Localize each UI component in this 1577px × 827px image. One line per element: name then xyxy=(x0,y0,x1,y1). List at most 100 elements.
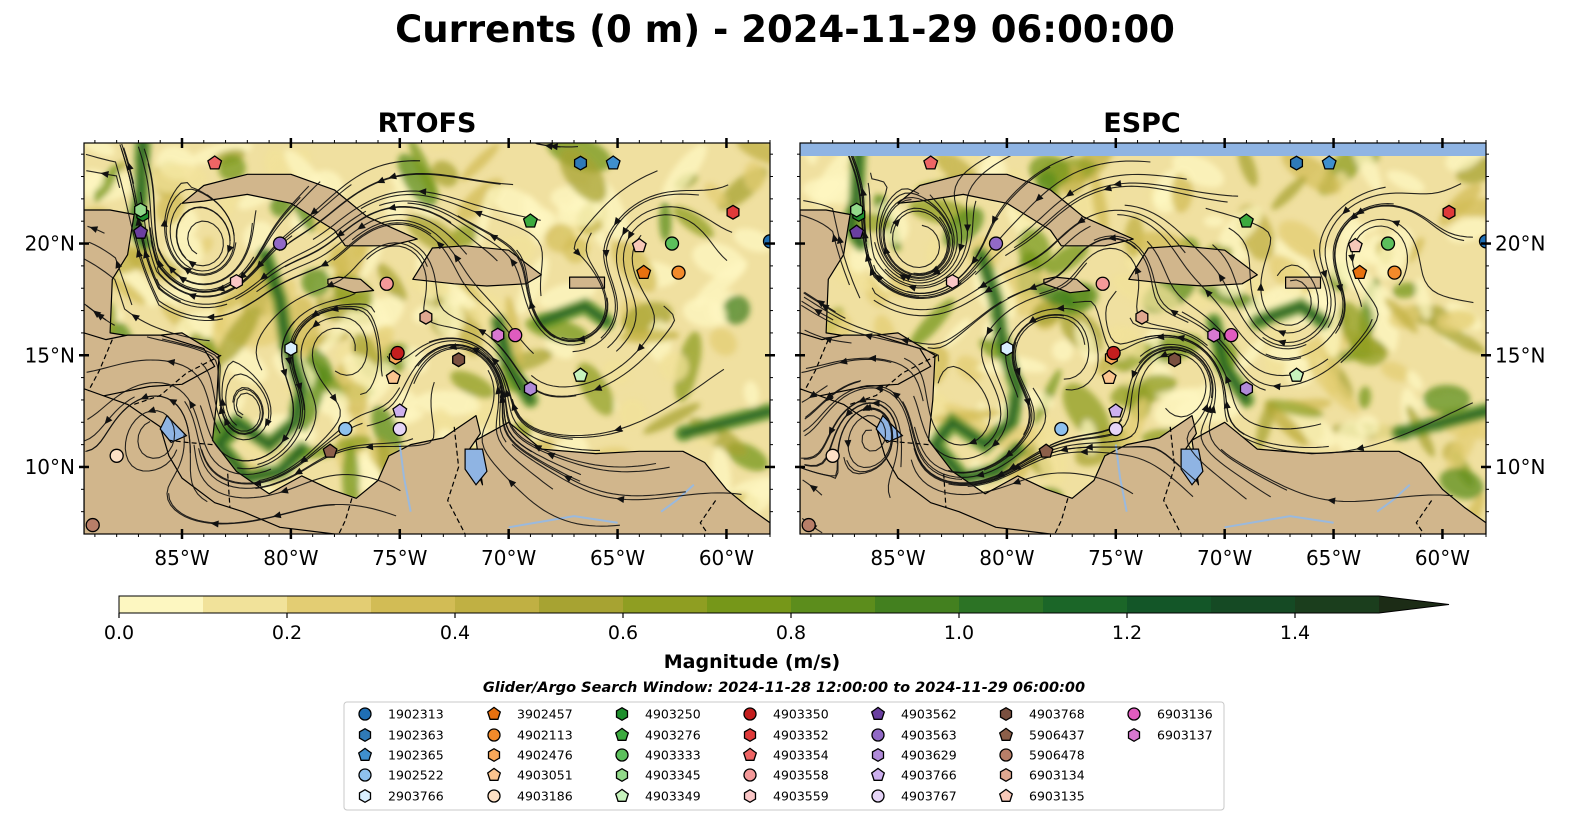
streamline-arrow xyxy=(823,336,833,344)
streamline-arrow xyxy=(1327,497,1336,505)
float-marker-4903186 xyxy=(109,448,124,463)
float-marker-4903563 xyxy=(988,236,1004,251)
panel-espc: ESPC 85°W 80°W 75°W 70°W 65°W 60°W 10°N 15°N 20°… xyxy=(795,108,1545,570)
magnitude-patch xyxy=(943,318,971,348)
streamline-arrow xyxy=(1028,283,1038,290)
streamline-arrow xyxy=(1355,444,1365,452)
missing-data-band xyxy=(800,143,1486,156)
magnitude-patch xyxy=(1080,419,1098,455)
streamline-arrow xyxy=(868,354,877,362)
magnitude-patch xyxy=(93,164,119,202)
streamline-arrow xyxy=(1225,375,1232,384)
streamline-arrow xyxy=(1320,269,1328,279)
float-marker-4903629 xyxy=(1239,381,1254,397)
float-marker-6903134 xyxy=(419,309,433,325)
legend-entry-4903767: 4903767 xyxy=(871,789,957,804)
land-polygon xyxy=(800,388,1051,534)
float-marker-6903137 xyxy=(491,327,505,343)
streamline-arrow xyxy=(820,303,830,312)
legend-label: 4903559 xyxy=(773,789,829,804)
streamline-arrow xyxy=(1257,282,1265,291)
magnitude-patch xyxy=(1384,297,1418,334)
streamline-arrow xyxy=(1391,220,1401,227)
streamline-arrow xyxy=(991,215,999,225)
float-marker-1902365 xyxy=(605,155,621,170)
streamline-arrow xyxy=(809,484,818,493)
streamline-arrow xyxy=(365,443,374,451)
float-marker-4903276 xyxy=(1238,213,1254,228)
float-marker-6903136 xyxy=(508,327,523,343)
streamline-arrow xyxy=(1350,212,1359,221)
legend-label: 4902476 xyxy=(517,748,573,763)
lake-polygon xyxy=(159,414,188,444)
streamline-arrow xyxy=(1084,443,1093,451)
magnitude-patch xyxy=(242,220,275,253)
colorbar-outline xyxy=(118,595,1450,614)
float-marker-5906437 xyxy=(322,443,338,458)
streamline-arrow xyxy=(930,265,940,273)
magnitude-patch xyxy=(151,164,208,195)
streamline-arrow xyxy=(986,326,994,336)
magnitude-patch xyxy=(1451,198,1486,217)
streamline-arrow xyxy=(593,384,603,391)
legend-label: 4903558 xyxy=(773,768,829,783)
legend-entry-3902457: 3902457 xyxy=(486,707,573,722)
colorbar-segment xyxy=(1127,596,1212,613)
streamline-arrow xyxy=(325,280,335,288)
magnitude-patch xyxy=(1415,277,1432,320)
legend-label: 5906478 xyxy=(1029,748,1085,763)
legend-marker xyxy=(615,706,629,722)
legend-entry-1902522: 1902522 xyxy=(358,768,444,783)
magnitude-patch xyxy=(743,161,765,192)
legend-marker xyxy=(487,728,501,742)
magnitude-patch xyxy=(218,154,246,182)
legend-entry-4903250: 4903250 xyxy=(615,706,701,722)
streamline-arrow xyxy=(627,230,635,240)
legend-entry-6903134: 6903134 xyxy=(999,768,1085,783)
streamline-arrow xyxy=(546,452,556,460)
magnitude-patch xyxy=(317,299,365,356)
float-marker-4903333 xyxy=(664,236,680,251)
magnitude-patch xyxy=(476,189,493,248)
country-border xyxy=(1415,500,1433,534)
magnitude-patch xyxy=(619,398,647,429)
colorbar-label: Magnitude (m/s) xyxy=(664,651,841,673)
float-marker-4903562 xyxy=(133,224,149,239)
magnitude-patch xyxy=(722,295,751,325)
float-marker-4903767 xyxy=(1108,421,1123,437)
float-marker-4903345 xyxy=(850,202,864,218)
float-marker-4903345 xyxy=(134,202,148,218)
legend-marker xyxy=(357,747,373,761)
country-border xyxy=(133,354,222,405)
legend-label: 6903135 xyxy=(1029,789,1085,804)
x-tick-label: 75°W xyxy=(372,546,427,570)
streamline-arrow xyxy=(448,343,457,350)
streamline-arrow xyxy=(1277,330,1287,337)
legend-label: 4903768 xyxy=(1029,707,1085,722)
colorbar-tick-label: 0.0 xyxy=(104,622,134,644)
magnitude-patch xyxy=(1198,285,1262,309)
legend-marker xyxy=(487,747,501,763)
legend-marker xyxy=(871,747,885,763)
float-marker-5906478 xyxy=(85,517,100,533)
colorbar-segment xyxy=(455,596,540,613)
magnitude-patch xyxy=(426,143,454,151)
streamline-arrow xyxy=(907,284,917,292)
magnitude-patch xyxy=(1031,300,1063,326)
streamline-arrow xyxy=(902,274,912,281)
colorbar-extend-arrow xyxy=(1379,596,1449,613)
streamline-arrow xyxy=(294,467,303,475)
magnitude-patch xyxy=(1334,171,1353,208)
current-jet-core xyxy=(215,251,305,482)
magnitude-patch xyxy=(84,169,105,191)
country-border xyxy=(943,473,947,508)
float-marker-4903349 xyxy=(1288,367,1305,382)
streamline-arrow xyxy=(491,356,500,366)
float-marker-4903349 xyxy=(572,367,589,382)
country-border xyxy=(699,500,717,534)
legend-label: 2903766 xyxy=(388,789,444,804)
legend-marker xyxy=(871,789,885,803)
x-tick-label: 75°W xyxy=(1088,546,1143,570)
legend-entry-4903349: 4903349 xyxy=(614,789,701,804)
streamline-arrow xyxy=(96,312,105,321)
